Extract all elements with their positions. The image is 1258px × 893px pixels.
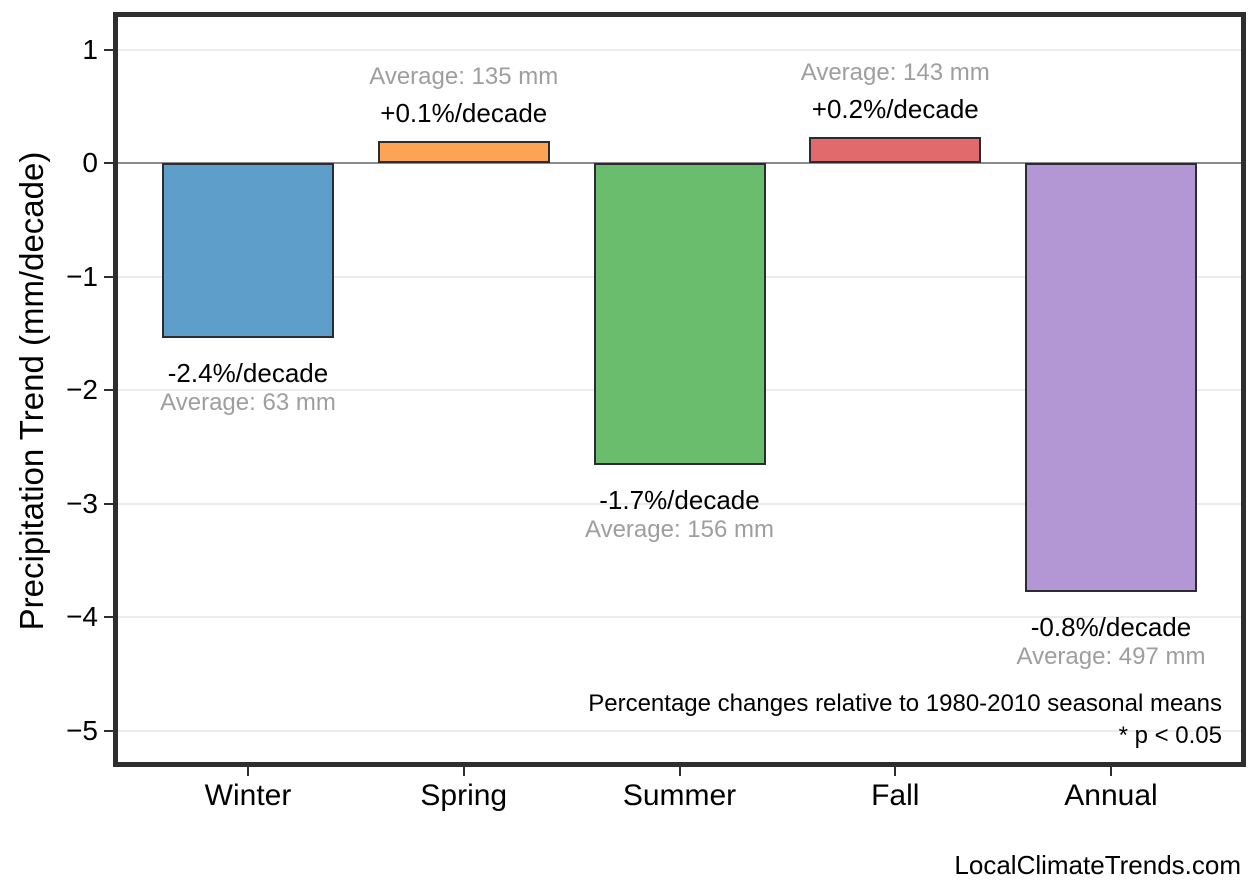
y-tick--3 (104, 502, 113, 505)
gridline-y-1 (118, 48, 1241, 51)
x-tick-label-annual: Annual (1064, 779, 1158, 812)
bar-label-percent-spring: +0.1%/decade (380, 98, 548, 129)
x-tick-summer (678, 767, 681, 776)
bar-label-percent-summer: -1.7%/decade (599, 484, 760, 515)
bar-label-average-winter: Average: 63 mm (160, 388, 336, 416)
bar-label-percent-annual: -0.8%/decade (1030, 612, 1192, 643)
x-tick-fall (894, 767, 897, 776)
bar-summer (593, 163, 766, 465)
bar-fall (809, 136, 982, 163)
y-tick--2 (104, 389, 113, 391)
watermark-text: LocalClimateTrends.com (954, 850, 1241, 880)
bar-label-average-spring: Average: 135 mm (369, 63, 559, 91)
x-tick-label-fall: Fall (871, 779, 920, 812)
y-tick-label-1: 1 (82, 33, 98, 65)
x-tick-label-summer: Summer (622, 779, 737, 812)
bar-label-percent-fall: +0.2%/decade (811, 93, 979, 124)
bar-spring (377, 141, 550, 163)
y-tick-label--1: −1 (66, 260, 98, 292)
y-tick-label-0: 0 (82, 147, 98, 178)
y-tick-0 (104, 162, 113, 164)
annotation-line-2: * p < 0.05 (1118, 722, 1222, 749)
bar-label-average-annual: Average: 497 mm (1016, 643, 1206, 671)
y-tick-label--2: −2 (66, 374, 98, 405)
y-tick--4 (104, 616, 113, 618)
y-tick--1 (104, 275, 113, 278)
bar-annual (1025, 163, 1197, 593)
y-tick-1 (104, 48, 113, 51)
annotation-line-1: Percentage changes relative to 1980-2010… (588, 690, 1222, 717)
x-tick-spring (462, 767, 465, 776)
x-tick-winter (247, 767, 249, 776)
x-tick-label-winter: Winter (204, 779, 292, 812)
bar-label-average-fall: Average: 143 mm (800, 58, 990, 86)
y-tick-label--4: −4 (66, 601, 98, 632)
bar-label-average-summer: Average: 156 mm (585, 515, 774, 543)
y-tick-label--5: −5 (66, 714, 98, 746)
y-tick-label--3: −3 (66, 487, 98, 519)
x-tick-annual (1110, 767, 1112, 776)
chart-annotation: Percentage changes relative to 1980-2010… (588, 688, 1222, 752)
y-tick--5 (104, 729, 113, 732)
bar-winter (162, 163, 334, 338)
bar-label-percent-winter: -2.4%/decade (167, 357, 329, 388)
x-tick-label-spring: Spring (420, 779, 508, 812)
